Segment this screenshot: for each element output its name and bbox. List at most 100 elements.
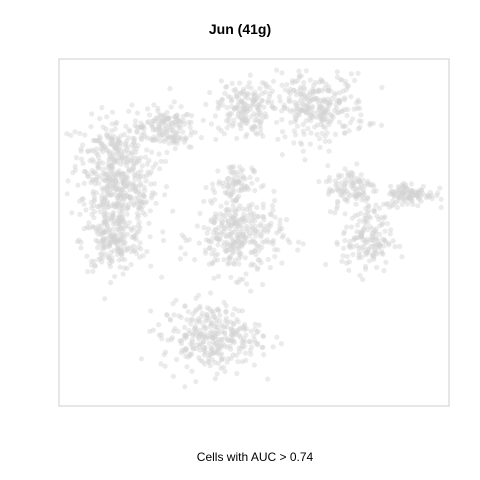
scatter-point [202,361,208,367]
scatter-point [222,90,228,96]
scatter-point [110,185,116,191]
scatter-point [153,115,159,121]
scatter-point [206,237,212,243]
scatter-point [247,205,253,211]
scatter-point [347,238,353,244]
scatter-point [139,124,145,130]
scatter-point [239,98,245,104]
scatter-point [213,217,219,223]
scatter-point [316,114,322,120]
scatter-point [228,191,235,198]
scatter-point [226,218,232,224]
scatter-point [294,104,300,110]
scatter-point [133,183,139,190]
scatter-point [228,164,234,170]
scatter-point [223,207,229,213]
scatter-point [163,184,170,190]
scatter-point [249,261,255,267]
scatter-point [157,128,163,134]
scatter-point [116,257,122,263]
scatter-point [391,192,397,198]
scatter-point [399,254,405,260]
scatter-point [122,194,128,200]
scatter-point [347,120,354,126]
scatter-point [183,136,189,142]
scatter-point [213,340,220,346]
scatter-point [209,357,216,363]
scatter-point [100,145,106,151]
scatter-point [327,209,333,215]
scatter-point [209,200,215,206]
scatter-point [100,235,106,242]
scatter-point [373,188,379,194]
scatter-point [144,161,150,167]
scatter-point [242,339,248,345]
scatter-point [118,193,124,199]
scatter-point [227,256,233,262]
scatter-point [124,265,130,271]
scatter-point [278,341,284,347]
scatter-point [240,231,246,238]
scatter-point [135,170,141,176]
scatter-point [358,234,364,240]
scatter-point [238,89,244,96]
scatter-point [110,212,116,218]
scatter-point [230,215,236,221]
scatter-point [336,100,342,106]
scatter-point [114,142,121,148]
scatter-point [261,80,267,86]
scatter-point [240,215,246,221]
scatter-point [359,234,365,240]
scatter-point [228,189,234,195]
scatter-point [106,183,112,189]
scatter-point [233,226,239,232]
scatter-point [238,240,244,246]
scatter-point [251,362,257,368]
scatter-point [386,242,392,248]
scatter-point [252,248,258,254]
scatter-point [91,209,98,215]
scatter-point [88,124,94,130]
scatter-point [232,221,238,227]
scatter-point [231,121,237,127]
scatter-point [96,204,102,210]
scatter-point [225,223,231,229]
scatter-point [302,157,308,163]
scatter-point [118,195,124,201]
scatter-point [119,214,126,220]
scatter-point [361,247,367,254]
scatter-point [131,202,137,208]
scatter-point [228,274,234,280]
scatter-point [107,171,113,177]
scatter-point [101,229,108,235]
scatter-point [136,158,142,164]
scatter-point [221,225,227,231]
scatter-point [211,218,217,225]
scatter-point [301,84,307,90]
scatter-point [90,224,96,230]
scatter-point [314,88,320,94]
scatter-point [145,106,151,112]
scatter-point [348,183,354,189]
scatter-point [327,186,333,192]
scatter-point [265,239,272,245]
scatter-point [134,146,140,152]
scatter-point [231,249,237,255]
scatter-point [223,179,230,185]
scatter-point [409,189,415,195]
scatter-point [229,243,235,249]
scatter-point [99,239,105,245]
scatter-point [132,188,138,194]
scatter-point [134,128,140,134]
scatter-point [164,127,170,133]
scatter-point [211,220,217,226]
scatter-point [236,99,242,106]
scatter-point [110,150,116,156]
scatter-point [110,235,116,241]
scatter-point [86,220,92,226]
scatter-point [160,229,166,235]
scatter-point [236,249,242,255]
scatter-point [102,195,108,201]
scatter-point [120,207,126,214]
scatter-point [355,234,361,241]
